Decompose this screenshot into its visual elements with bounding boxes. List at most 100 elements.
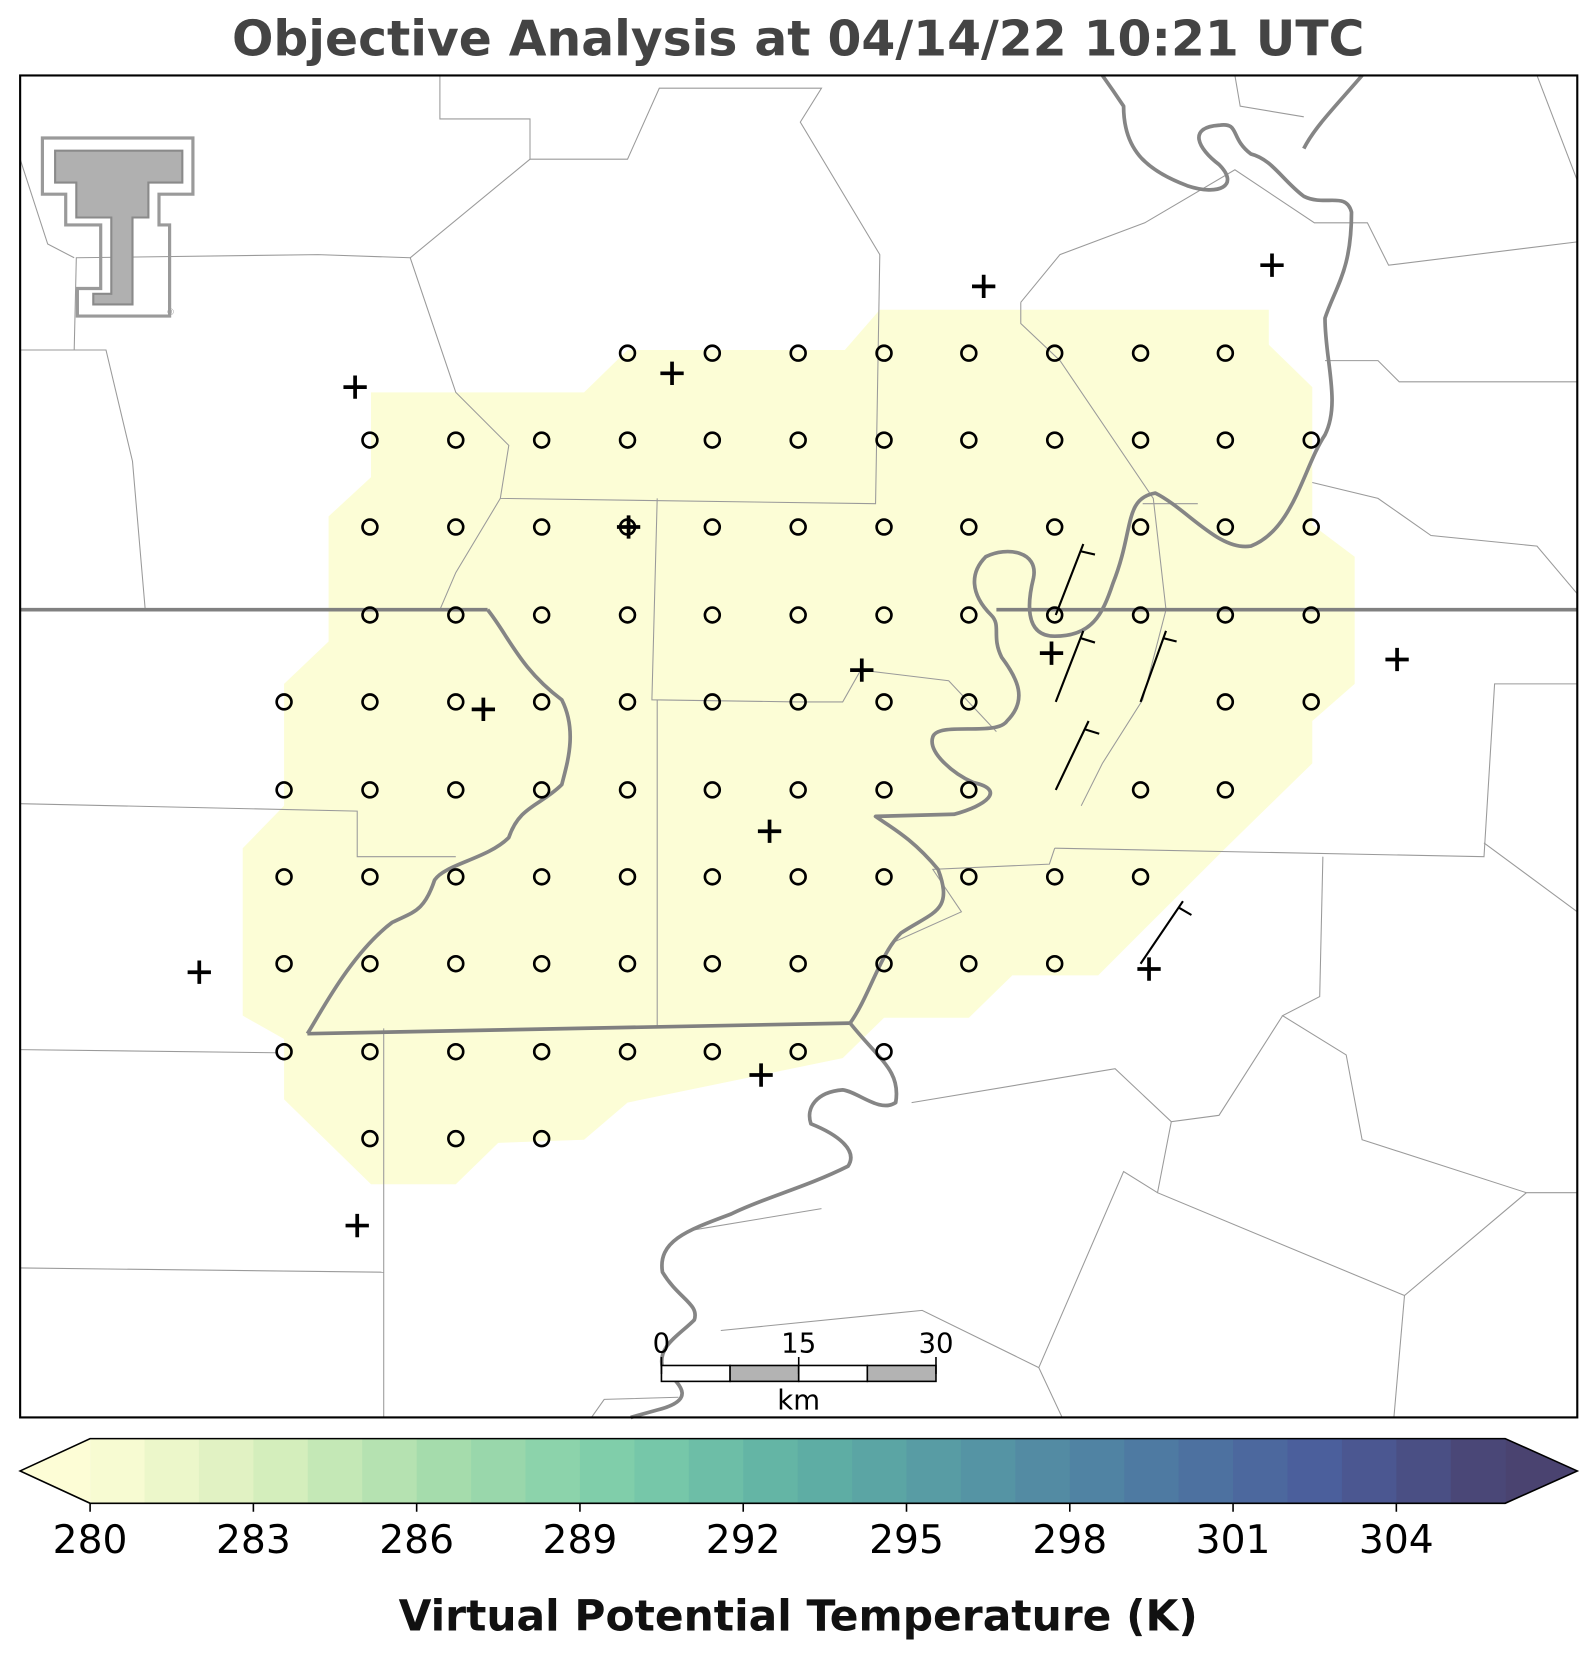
colorbar-segment: [198, 1438, 254, 1504]
scale-unit: km: [777, 1385, 820, 1417]
grid-point: [703, 954, 722, 973]
grid-point: [1131, 518, 1150, 536]
colorbar-tick-label: 298: [1032, 1518, 1107, 1563]
station-marker: [972, 274, 996, 299]
grid-point: [789, 693, 807, 711]
colorbar-segment: [471, 1438, 527, 1504]
grid-point: [447, 1129, 465, 1148]
grid-point: [532, 868, 551, 886]
colorbar-segment: [144, 1438, 200, 1504]
station-marker: [1260, 253, 1284, 277]
scale-label: 15: [781, 1327, 816, 1359]
analysis-shading: [242, 309, 1355, 1185]
scale-segment: [866, 1364, 937, 1383]
grid-point: [1131, 344, 1150, 362]
grid-point: [361, 518, 379, 536]
colorbar-segment: [579, 1438, 635, 1504]
scale-label: 30: [918, 1327, 953, 1359]
logo: ®: [40, 136, 195, 318]
station-marker: [749, 1063, 773, 1087]
wind-barb: [1054, 543, 1096, 616]
grid-point: [618, 954, 637, 973]
grid-point: [618, 606, 637, 624]
colorbar-segment: [1450, 1438, 1506, 1504]
grid-point: [618, 344, 637, 362]
scale-segment: [660, 1364, 731, 1383]
grid-point: [1216, 344, 1235, 362]
grid-point: [1045, 344, 1064, 362]
grid-point: [789, 1042, 807, 1061]
grid-point: [875, 518, 893, 536]
grid-point: [447, 954, 465, 973]
colorbar-segment: [1287, 1438, 1343, 1504]
colorbar-segment: [1233, 1438, 1289, 1504]
colorbar-segment: [1015, 1438, 1071, 1504]
grid-point: [361, 954, 379, 973]
grid-point: [875, 431, 893, 449]
map: ®: [19, 74, 1579, 1420]
grid-point: [875, 693, 893, 711]
grid-point: [875, 344, 893, 362]
grid-point: [532, 1129, 551, 1148]
colorbar-label: Virtual Potential Temperature (K): [399, 1591, 1198, 1640]
colorbar-segment: [634, 1438, 690, 1504]
grid-point: [789, 518, 807, 536]
grid-point: [703, 1042, 722, 1061]
colorbar-segment: [1124, 1438, 1180, 1504]
scale-bar: 0 15 30 km: [653, 1327, 954, 1416]
rivers: [305, 74, 1364, 1420]
colorbar-segment: [1341, 1438, 1397, 1504]
grid-point: [703, 781, 722, 799]
grid-point: [1131, 868, 1150, 886]
grid-point: [447, 868, 465, 886]
grid-point: [703, 606, 722, 624]
grid-point: [875, 954, 893, 973]
grid-point: [960, 431, 978, 449]
grid-point: [1216, 781, 1235, 799]
grid-point: [789, 781, 807, 799]
wind-barb: [1139, 630, 1177, 703]
grid-point: [1216, 431, 1235, 449]
grid-point: [361, 1129, 379, 1148]
grid-point: [960, 954, 978, 973]
colorbar-segment: [852, 1438, 908, 1504]
colorbar-segment: [960, 1438, 1016, 1504]
colorbar: 280 283 286 289 292 295 298 301 304: [18, 1437, 1580, 1563]
grid-point: [960, 606, 978, 624]
grid-point: [361, 606, 379, 624]
state-lines: [20, 607, 1578, 1036]
scale-segment: [797, 1364, 869, 1383]
colorbar-tick-label: 283: [216, 1518, 291, 1563]
grid-point: [532, 781, 551, 799]
grid-point: [789, 344, 807, 362]
grid-point: [532, 518, 551, 536]
grid-point: [1045, 868, 1064, 886]
wind-barb: [1054, 720, 1100, 791]
logo-mark: ®: [166, 307, 174, 317]
grid-point: [532, 954, 551, 973]
grid-point: [447, 781, 465, 799]
scale-label: 0: [653, 1327, 671, 1359]
grid-point: [275, 954, 293, 973]
grid-point: [275, 1042, 293, 1061]
grid-point: [1302, 518, 1320, 536]
grid-point: [1302, 431, 1320, 449]
grid-point: [618, 431, 637, 449]
grid-point: [275, 868, 293, 886]
grid-point: [1045, 518, 1064, 536]
grid-point: [1045, 954, 1064, 973]
colorbar-segment: [797, 1438, 853, 1504]
colorbar-tick-label: 301: [1196, 1518, 1271, 1563]
grid-point: [1131, 781, 1150, 799]
grid-point: [1216, 518, 1235, 536]
station-marker: [471, 697, 496, 721]
colorbar-segment: [1178, 1438, 1234, 1504]
grid-point: [703, 431, 722, 449]
grid-point: [960, 518, 978, 536]
grid-point: [618, 781, 637, 799]
grid-point: [532, 431, 551, 449]
grid-point: [447, 693, 465, 711]
grid-point: [532, 693, 551, 711]
station-marker: [616, 515, 641, 539]
station-marker: [345, 1213, 369, 1238]
